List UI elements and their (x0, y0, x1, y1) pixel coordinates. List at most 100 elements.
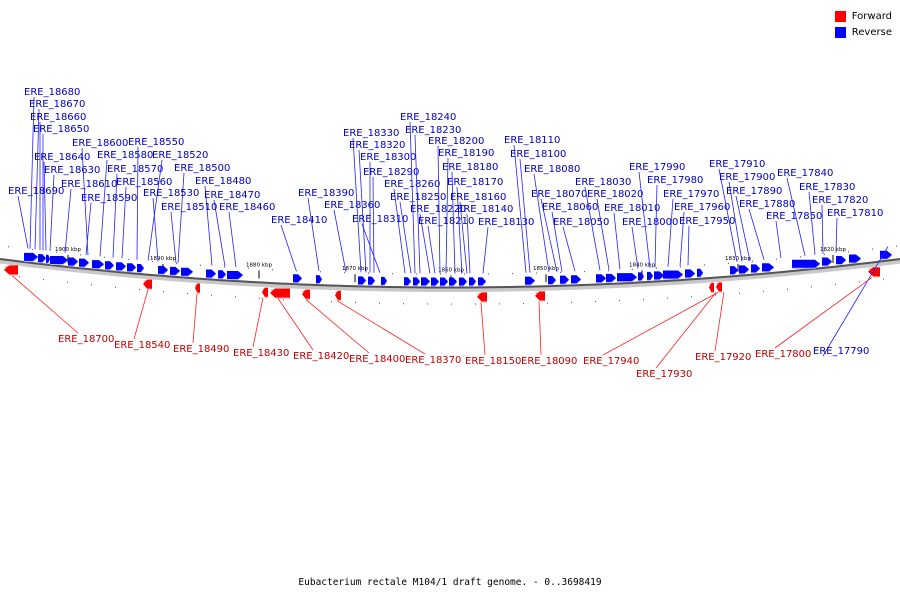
reverse-gene-label: ERE_17980 (647, 175, 703, 186)
reverse-gene-arrow (571, 275, 581, 284)
minor-tick (32, 248, 33, 251)
reverse-gene-label: ERE_18660 (30, 112, 86, 123)
reverse-gene-label: ERE_17790 (813, 346, 869, 357)
minor-tick (368, 272, 369, 274)
reverse-gene-label: ERE_17990 (629, 162, 685, 173)
reverse-gene-leader (49, 174, 55, 252)
reverse-gene-label: ERE_18630 (44, 165, 100, 176)
reverse-gene-leader (596, 198, 610, 271)
minor-tick (344, 271, 345, 274)
reverse-gene-arrow (368, 276, 375, 285)
reverse-gene-leader (64, 188, 72, 253)
forward-gene-arrow (262, 287, 268, 297)
minor-tick (811, 286, 812, 288)
backbone-shadow (0, 258, 900, 293)
reverse-gene-label: ERE_18360 (324, 200, 380, 211)
minor-tick (152, 261, 153, 263)
reverse-gene-leader (562, 226, 576, 272)
minor-tick (619, 299, 620, 302)
reverse-gene-label: ERE_18130 (478, 217, 534, 228)
ruler-label: 1870 kbp (342, 266, 368, 272)
reverse-gene-leader (112, 173, 118, 258)
minor-tick (416, 273, 417, 275)
reverse-gene-leader (718, 168, 738, 263)
forward-gene-arrow (195, 283, 200, 293)
reverse-gene-leader (584, 186, 601, 271)
reverse-gene-arrow (606, 273, 616, 282)
reverse-gene-arrow (316, 275, 322, 284)
forward-gene-label: ERE_18150 (465, 356, 521, 367)
reverse-gene-label: ERE_18570 (107, 164, 163, 175)
minor-tick (824, 253, 825, 256)
reverse-gene-leader (177, 172, 185, 264)
reverse-gene-arrow (24, 252, 38, 261)
reverse-gene-label: ERE_18050 (553, 217, 609, 228)
minor-tick (139, 288, 140, 291)
reverse-gene-arrow (836, 256, 846, 265)
reverse-gene-leader (445, 157, 449, 274)
reverse-gene-arrow (617, 273, 637, 282)
reverse-gene-leader (85, 202, 92, 255)
reverse-gene-arrow (431, 277, 439, 286)
minor-tick (656, 267, 657, 269)
minor-tick (571, 301, 572, 303)
reverse-gene-label: ERE_18110 (504, 135, 560, 146)
minor-tick (427, 303, 428, 305)
minor-tick (776, 258, 777, 260)
reverse-gene-leader (399, 201, 412, 274)
minor-tick (667, 297, 668, 299)
reverse-gene-label: ERE_18000 (622, 217, 678, 228)
reverse-gene-leader (786, 177, 806, 256)
reverse-gene-leader (540, 198, 558, 272)
reverse-gene-leader (679, 211, 685, 267)
reverse-gene-label: ERE_18590 (81, 193, 137, 204)
minor-tick (224, 266, 225, 268)
minor-tick (499, 303, 500, 305)
forward-gene-label: ERE_18420 (293, 351, 349, 362)
reverse-gene-label: ERE_18170 (447, 177, 503, 188)
reverse-gene-label: ERE_18330 (343, 128, 399, 139)
forward-gene-leader (192, 293, 198, 344)
reverse-gene-arrow (92, 260, 104, 269)
reverse-gene-label: ERE_17850 (766, 211, 822, 222)
reverse-gene-arrow (654, 271, 664, 280)
reverse-gene-label: ERE_18520 (152, 150, 208, 161)
reverse-gene-leader (533, 173, 550, 273)
forward-gene-arrow (477, 292, 487, 302)
reverse-gene-label: ERE_18060 (542, 202, 598, 213)
minor-tick (848, 251, 849, 253)
reverse-gene-leader (687, 225, 690, 266)
reverse-gene-label: ERE_17880 (739, 199, 795, 210)
minor-tick (739, 292, 740, 294)
reverse-gene-leader (654, 184, 658, 268)
forward-gene-label: ERE_18490 (173, 344, 229, 355)
reverse-gene-leader (358, 149, 367, 273)
minor-tick (464, 273, 465, 275)
reverse-gene-arrow (158, 265, 168, 274)
forward-gene-arrow (335, 290, 341, 300)
minor-tick (80, 254, 81, 256)
reverse-gene-label: ERE_18100 (510, 149, 566, 160)
forward-gene-label: ERE_18700 (58, 334, 114, 345)
reverse-gene-arrow (38, 254, 46, 263)
reverse-gene-label: ERE_18010 (604, 203, 660, 214)
reverse-gene-label: ERE_17830 (799, 182, 855, 193)
forward-gene-label: ERE_18540 (114, 340, 170, 351)
reverse-gene-leader (519, 158, 531, 273)
minor-tick (211, 294, 212, 296)
reverse-gene-arrow (638, 272, 644, 281)
forward-gene-label: ERE_18400 (349, 354, 405, 365)
reverse-gene-label: ERE_18640 (34, 152, 90, 163)
reverse-gene-leader (99, 159, 108, 257)
reverse-gene-leader (333, 209, 347, 273)
reverse-gene-label: ERE_18670 (29, 99, 85, 110)
reverse-gene-arrow (469, 277, 476, 286)
reverse-gene-arrow (730, 266, 738, 275)
reverse-gene-arrow (596, 274, 606, 283)
minor-tick (355, 301, 356, 304)
reverse-gene-label: ERE_18610 (61, 179, 117, 190)
minor-tick (200, 264, 201, 266)
reverse-gene-leader (735, 195, 751, 261)
reverse-gene-label: ERE_18470 (204, 190, 260, 201)
